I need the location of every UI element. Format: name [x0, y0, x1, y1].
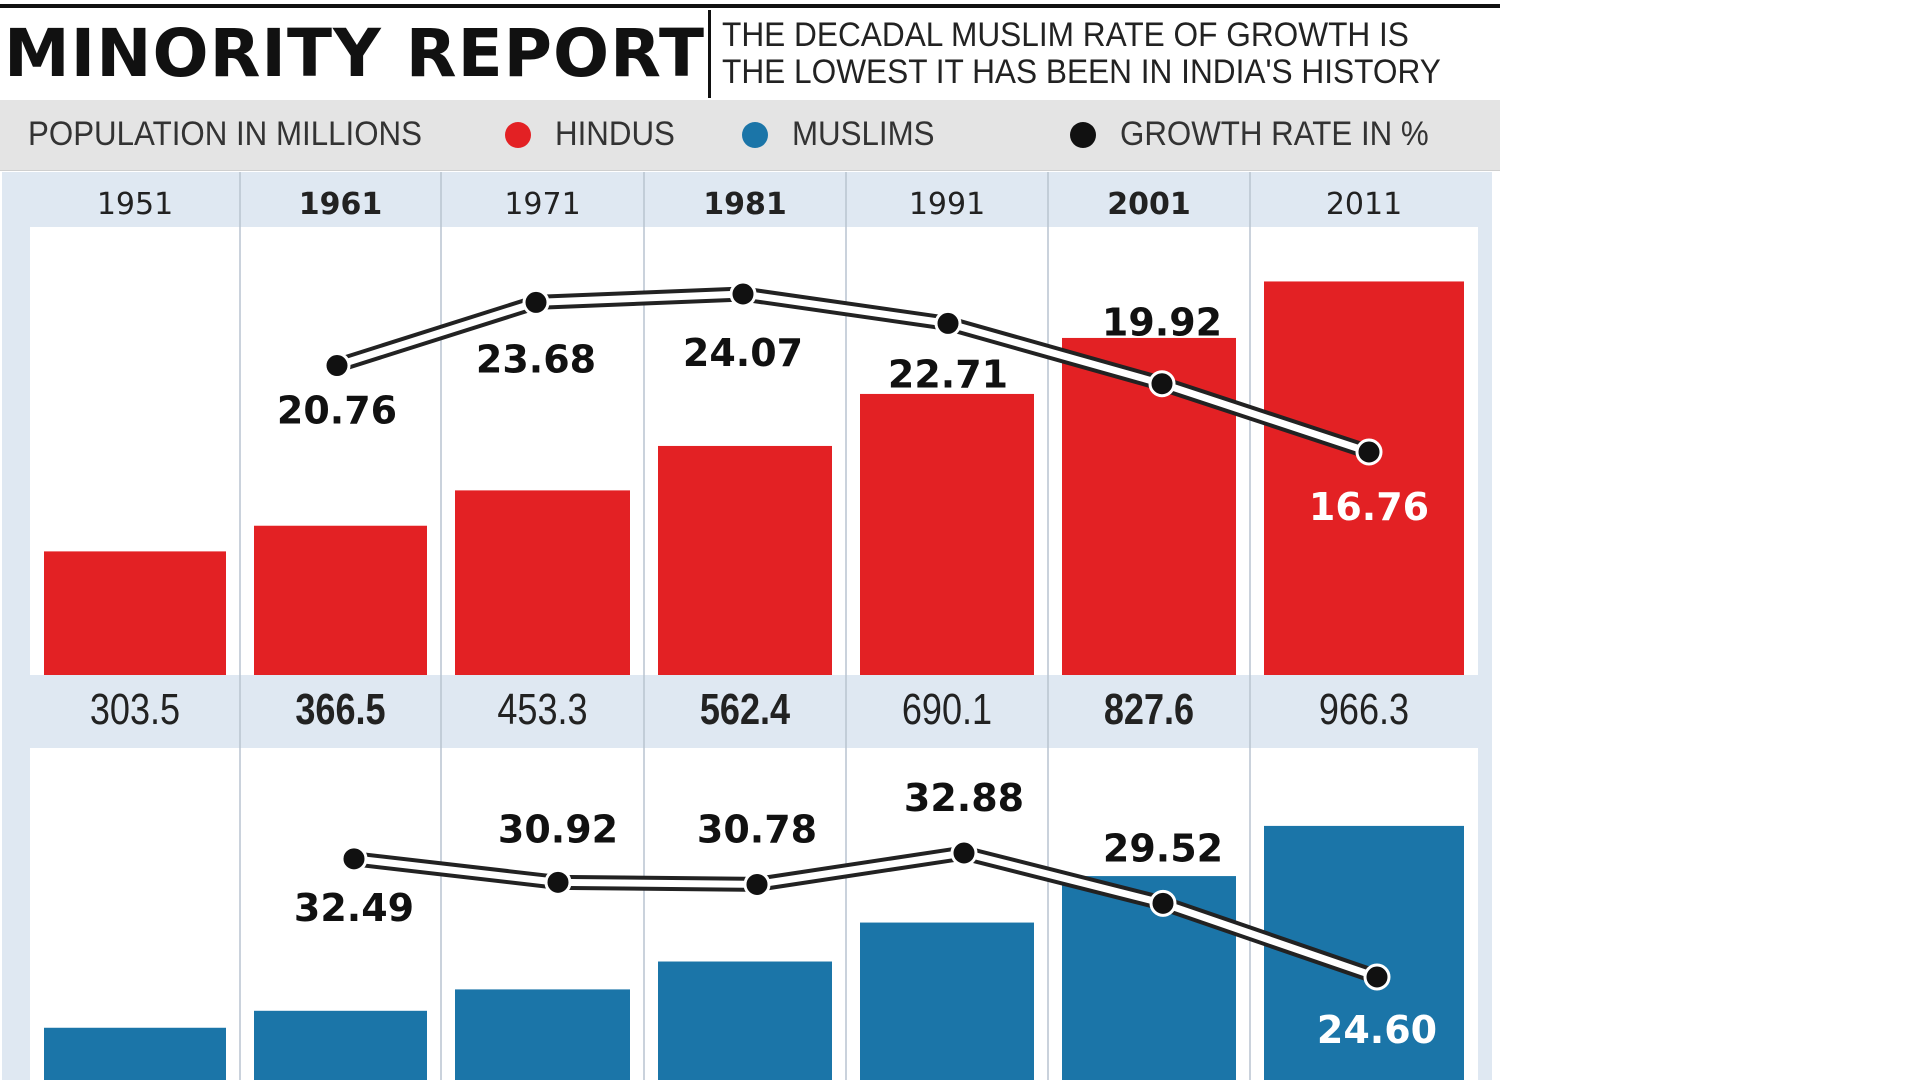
- hindu-population-label: 366.5: [295, 685, 385, 734]
- hindu-bar: [254, 525, 427, 675]
- subtitle-line-2: THE LOWEST IT HAS BEEN IN INDIA'S HISTOR…: [722, 53, 1441, 91]
- muslim-bar: [254, 1010, 427, 1080]
- muslim-growth-label: 30.78: [697, 807, 817, 851]
- legend-growth-label: GROWTH RATE IN %: [1120, 115, 1429, 153]
- hindus-dot-icon: [505, 122, 531, 148]
- muslims-dot-icon: [742, 122, 768, 148]
- hindu-bar: [44, 551, 226, 675]
- year-label: 1971: [504, 187, 580, 222]
- hindu-population-label: 827.6: [1104, 685, 1194, 734]
- muslim-bar: [658, 961, 832, 1080]
- growth-dot-icon: [1070, 122, 1096, 148]
- hindu-population-label: 966.3: [1319, 685, 1409, 734]
- muslim-growth-label: 29.52: [1103, 826, 1223, 870]
- muslim-bar: [1062, 876, 1236, 1080]
- hindu-growth-point: [1355, 438, 1383, 466]
- hindu-growth-point: [934, 309, 962, 337]
- hindu-growth-label: 20.76: [277, 389, 397, 433]
- hindu-growth-label: 22.71: [888, 352, 1008, 396]
- muslim-growth-point: [743, 870, 771, 898]
- hindu-growth-point: [729, 280, 757, 308]
- hindu-bar: [1264, 281, 1464, 675]
- muslim-bar: [455, 989, 630, 1080]
- year-label: 2011: [1326, 187, 1402, 222]
- muslim-growth-label: 32.88: [904, 776, 1024, 820]
- muslim-bar: [860, 922, 1034, 1080]
- legend: POPULATION IN MILLIONS HINDUS MUSLIMS GR…: [0, 100, 1500, 171]
- muslim-growth-line-inner: [350, 849, 1381, 981]
- hindu-growth-label: 19.92: [1102, 301, 1222, 345]
- hindu-population-label: 690.1: [902, 685, 992, 734]
- hindu-growth-line-inner: [333, 290, 1373, 456]
- muslim-growth-point: [1363, 963, 1391, 991]
- muslim-growth-label: 24.60: [1317, 1008, 1437, 1052]
- legend-population-label: POPULATION IN MILLIONS: [28, 115, 422, 153]
- year-label: 2001: [1107, 187, 1191, 222]
- year-label: 1961: [299, 187, 383, 222]
- muslim-growth-point: [544, 868, 572, 896]
- legend-muslims-label: MUSLIMS: [792, 115, 935, 153]
- infographic: MINORITY REPORT THE DECADAL MUSLIM RATE …: [0, 4, 1500, 1080]
- legend-hindus-label: HINDUS: [555, 115, 675, 153]
- muslim-growth-point: [950, 839, 978, 867]
- hindu-growth-label: 23.68: [476, 337, 596, 381]
- muslim-growth-label: 30.92: [498, 807, 618, 851]
- muslim-growth-point: [1149, 889, 1177, 917]
- hindu-growth-point: [522, 288, 550, 316]
- title-separator: [708, 10, 711, 98]
- muslim-bar: [44, 1027, 226, 1080]
- hindu-growth-point: [1148, 370, 1176, 398]
- hindu-population-label: 562.4: [700, 685, 791, 734]
- hindu-population-label: 303.5: [90, 685, 180, 734]
- year-label: 1951: [97, 187, 173, 222]
- population-growth-chart: 1951 1961 1971 1981 1991 2001 2011 303.5 366.5 45…: [2, 172, 1492, 1080]
- hindu-growth-label: 16.76: [1309, 485, 1429, 529]
- year-label: 1991: [909, 187, 985, 222]
- muslim-growth-label: 32.49: [294, 886, 414, 930]
- subtitle-line-1: THE DECADAL MUSLIM RATE OF GROWTH IS: [722, 16, 1409, 54]
- hindu-bar: [658, 445, 832, 675]
- top-rule: [0, 4, 1500, 8]
- hindu-bar: [455, 490, 630, 675]
- hindu-bar: [1062, 337, 1236, 675]
- hindu-growth-point: [323, 352, 351, 380]
- hindu-population-label: 453.3: [497, 685, 587, 734]
- hindu-bar: [860, 393, 1034, 675]
- muslim-growth-point: [340, 845, 368, 873]
- chart-title: MINORITY REPORT: [4, 15, 706, 92]
- hindu-growth-label: 24.07: [683, 331, 803, 375]
- year-label: 1981: [703, 187, 787, 222]
